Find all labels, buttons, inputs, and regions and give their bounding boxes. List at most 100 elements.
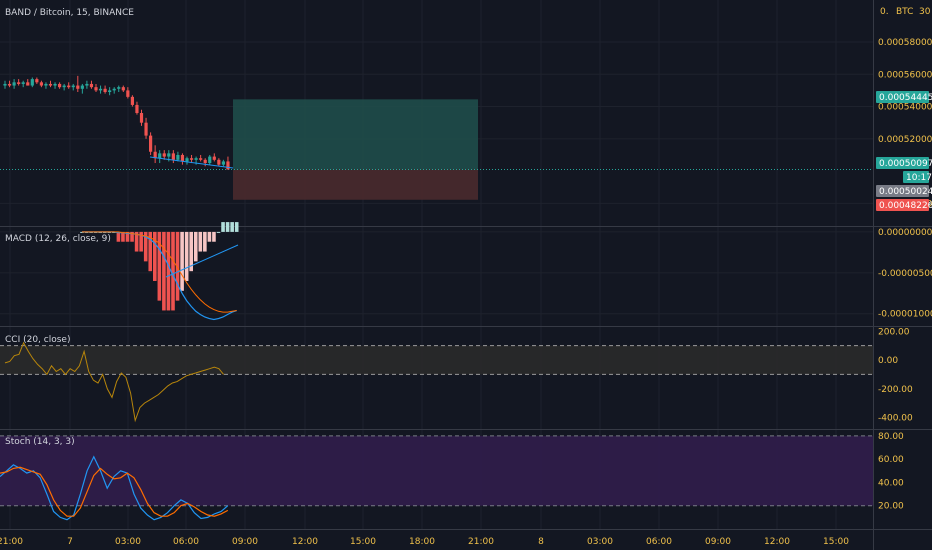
position-profit-zone[interactable] — [233, 99, 478, 170]
time-tick-label: 15:00 — [823, 537, 849, 547]
candle — [12, 79, 16, 89]
time-tick-label: 09:00 — [705, 537, 731, 547]
stoch-k-line — [0, 455, 229, 521]
chart-title: BAND / Bitcoin, 15, BINANCE — [5, 8, 134, 18]
candle — [17, 79, 21, 86]
macd-axis-ticks: 0.00000000 -0.00000500 -0.00001000 — [878, 228, 932, 320]
candle-body — [35, 79, 39, 83]
candle — [48, 80, 53, 88]
candle-body — [212, 156, 216, 160]
candle-body — [7, 83, 12, 86]
candle — [121, 85, 125, 93]
candle — [26, 79, 30, 86]
candle — [135, 101, 139, 115]
macd-histogram-bar — [121, 231, 125, 242]
price-tag-label: 0.00050024 — [879, 187, 932, 197]
cci-tick-label: 200.00 — [878, 327, 910, 337]
price-axis[interactable]: 0.0 BTC 30 0.00058000 0.00056000 0.0005400… — [876, 5, 932, 211]
candle — [221, 159, 225, 167]
price-tag-label: 0.00054445 — [879, 93, 932, 103]
trend-line[interactable] — [149, 156, 234, 169]
macd-divergence-line[interactable] — [165, 244, 239, 278]
time-tick-label: 12:00 — [292, 537, 318, 547]
position-loss-zone[interactable] — [233, 169, 478, 200]
candle — [199, 154, 203, 162]
price-axis-top-digits: 30 — [919, 7, 931, 17]
candle — [126, 87, 130, 99]
candle — [153, 145, 157, 164]
candle — [185, 156, 189, 165]
price-tick-label: 0.00056000 — [878, 70, 932, 80]
macd-histogram-bar — [221, 222, 225, 232]
candle-body — [76, 85, 80, 89]
macd-histogram-bar — [230, 222, 234, 232]
candle — [58, 82, 62, 89]
candle — [80, 83, 84, 94]
price-pane[interactable]: BAND / Bitcoin, 15, BINANCE — [0, 8, 873, 200]
price-tag-label: 0.00050097 — [879, 159, 932, 169]
candle-body — [139, 113, 144, 123]
candle-body — [58, 83, 62, 88]
candle-body — [103, 88, 107, 93]
candle-body — [208, 156, 212, 164]
price-tag-box — [876, 91, 929, 103]
time-tick-label: 12:00 — [764, 537, 790, 547]
candle-body — [67, 85, 71, 88]
price-axis-top-label: 0.0 — [880, 7, 895, 17]
macd-histogram-bar — [157, 231, 162, 301]
candle-body — [162, 153, 166, 157]
candle — [7, 80, 12, 88]
time-tick-label: 21:00 — [0, 537, 23, 547]
candle — [94, 83, 98, 93]
cci-tick-label: 0.00 — [878, 356, 898, 366]
macd-histogram-bar — [216, 231, 221, 233]
time-tick-label: 15:00 — [350, 537, 376, 547]
candle-body — [85, 83, 89, 86]
candle-body — [130, 96, 134, 105]
candle — [53, 82, 57, 89]
candle-body — [221, 161, 225, 165]
price-tags: 0.00054445 0.00050097 10:17 0.00050024 0.000… — [876, 91, 932, 211]
stoch-pane[interactable]: Stoch (14, 3, 3) 80.00 60.00 40.00 20.00 — [0, 432, 904, 521]
candle-body — [149, 135, 153, 152]
macd-tick-label: 0.00000000 — [878, 228, 932, 238]
stoch-d-line — [0, 466, 229, 517]
candle — [35, 77, 39, 84]
time-tick-label: 06:00 — [646, 537, 672, 547]
cci-pane[interactable]: CCI (20, close) 200.00 0.00 -200.00 -400.00 — [0, 327, 913, 424]
candle-body — [135, 104, 139, 113]
candle — [76, 75, 80, 93]
time-axis[interactable]: 21:00 7 03:00 06:00 09:00 12:00 15:00 18:00 21:0… — [0, 537, 849, 547]
macd-pane[interactable]: MACD (12, 26, close, 9) 0.00000000 -0.000… — [5, 222, 932, 321]
candle — [208, 154, 212, 165]
candle-body — [89, 83, 94, 88]
candle — [67, 82, 71, 89]
candle-body — [48, 83, 53, 86]
candle-body — [12, 82, 16, 86]
candle — [98, 85, 103, 94]
candle — [149, 132, 153, 155]
candle — [21, 80, 25, 88]
cci-tick-label: -200.00 — [878, 385, 913, 395]
candle-body — [44, 83, 48, 86]
candle-body — [53, 83, 57, 86]
currency-label: BTC — [896, 7, 913, 17]
stoch-axis-ticks: 80.00 60.00 40.00 20.00 — [878, 432, 904, 512]
time-tick-label: 03:00 — [587, 537, 613, 547]
candle-body — [21, 82, 25, 84]
candle — [139, 109, 144, 126]
candle-body — [108, 90, 112, 93]
candle-body — [167, 153, 171, 157]
candle — [62, 83, 66, 91]
price-tag-label: 0.00048226 — [879, 201, 932, 211]
macd-histogram-bar — [180, 231, 184, 291]
macd-histogram-bar — [166, 231, 171, 311]
macd-histogram-bar — [225, 222, 230, 232]
candle-body — [199, 158, 203, 160]
candle-body — [117, 87, 121, 89]
macd-histogram-bar — [134, 231, 139, 252]
macd-histogram-bar — [125, 231, 130, 242]
cci-legend: CCI (20, close) — [5, 335, 70, 345]
candle-body — [126, 90, 130, 97]
